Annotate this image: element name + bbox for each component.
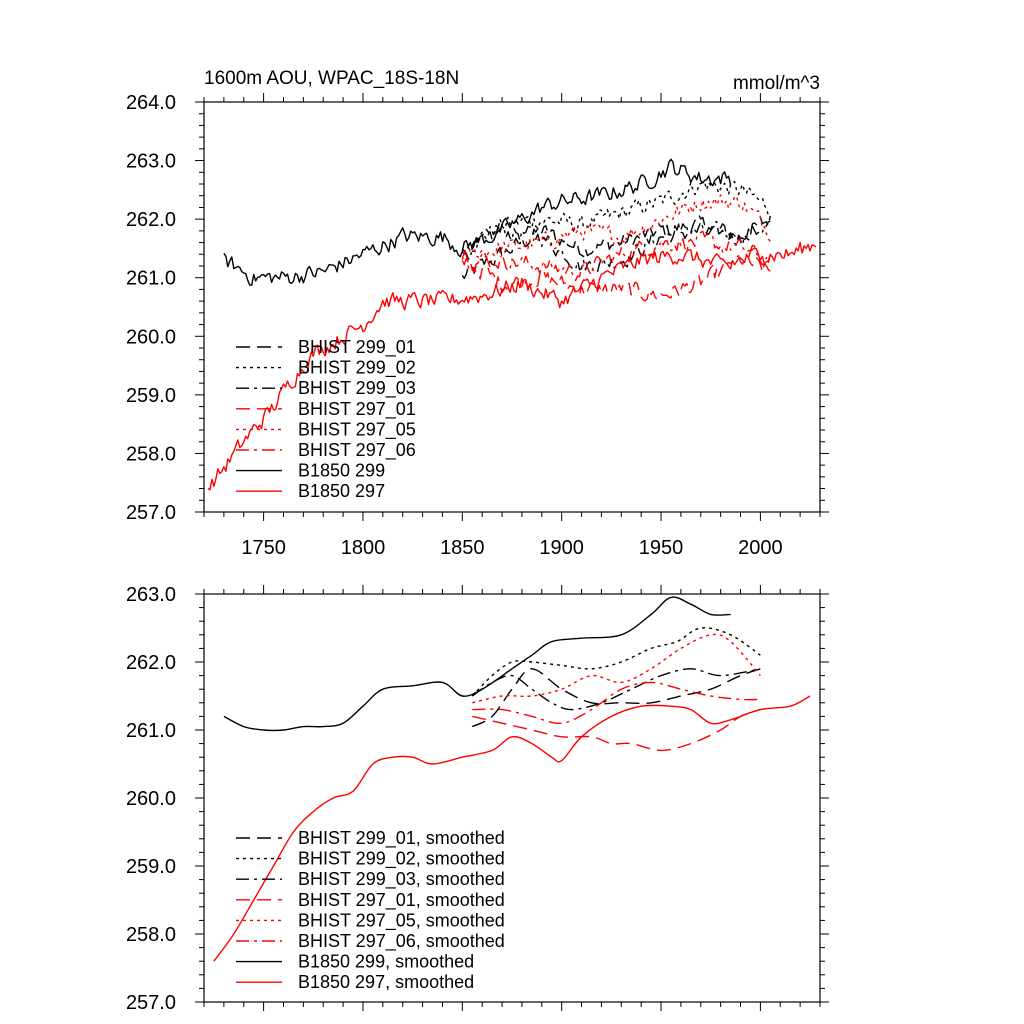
top-legend-label-bhist-299-01: BHIST 299_01	[298, 337, 416, 358]
top-y-tick-label: 258.0	[126, 443, 176, 465]
bottom-y-tick-label: 259.0	[126, 856, 176, 878]
top-chart: 1600m AOU, WPAC_18S-18N mmol/m^3 1750 180…	[126, 68, 829, 559]
bottom-y-tick-label: 257.0	[126, 992, 176, 1014]
bottom-y-tick-label: 262.0	[126, 652, 176, 674]
bottom-legend-label-bhist-299-02-smoothed: BHIST 299_02, smoothed	[298, 849, 505, 870]
top-legend-label-bhist-297-05: BHIST 297_05	[298, 419, 416, 440]
top-legend-label-bhist-299-02: BHIST 299_02	[298, 358, 416, 379]
bottom-y-tick-label: 258.0	[126, 924, 176, 946]
bottom-legend-label-bhist-299-01-smoothed: BHIST 299_01, smoothed	[298, 828, 505, 849]
top-series-bhist-299-03	[461, 220, 771, 274]
top-chart-plot-frame	[203, 101, 821, 513]
bottom-chart-series	[213, 596, 811, 962]
top-series-bhist-297-01	[461, 252, 771, 302]
top-y-tick-label: 257.0	[126, 502, 176, 524]
top-x-tick-label: 1850	[440, 537, 485, 559]
top-legend-label-b1850-297: B1850 297	[298, 481, 385, 501]
bottom-legend-label-bhist-299-03-smoothed: BHIST 299_03, smoothed	[298, 869, 505, 890]
bottom-legend-label-b1850-299-smoothed: B1850 299, smoothed	[298, 952, 474, 972]
bottom-series-bhist-299-01-smoothed	[471, 668, 761, 728]
top-chart-units: mmol/m^3	[733, 73, 820, 94]
top-chart-series	[207, 158, 817, 491]
bottom-legend-label-b1850-297-smoothed: B1850 297, smoothed	[298, 972, 474, 992]
top-y-tick-label: 262.0	[126, 209, 176, 231]
bottom-legend-label-bhist-297-01-smoothed: BHIST 297_01, smoothed	[298, 890, 505, 911]
bottom-series-b1850-297-smoothed	[213, 695, 811, 962]
bottom-series-bhist-297-05-smoothed	[472, 633, 761, 704]
bottom-series-bhist-299-02-smoothed	[471, 627, 761, 697]
top-chart-title: 1600m AOU, WPAC_18S-18N	[204, 68, 459, 89]
bottom-chart-axes: 257.0 258.0 259.0 260.0 261.0 262.0 263.0	[126, 584, 829, 1014]
bottom-series-bhist-297-01-smoothed	[472, 708, 761, 752]
top-y-tick-label: 263.0	[126, 151, 176, 173]
top-chart-axes: 1750 1800 1850 1900 1950 2000 257.0 258.0 259.0 2…	[126, 92, 829, 559]
top-y-tick-label: 260.0	[126, 326, 176, 348]
top-x-tick-label: 1950	[639, 537, 684, 559]
top-y-tick-label: 261.0	[126, 268, 176, 290]
bottom-legend-label-bhist-297-06-smoothed: BHIST 297_06, smoothed	[298, 931, 505, 952]
bottom-y-tick-label: 260.0	[126, 788, 176, 810]
bottom-legend-label-bhist-297-05-smoothed: BHIST 297_05, smoothed	[298, 910, 505, 931]
top-legend-label-bhist-297-01: BHIST 297_01	[298, 399, 416, 420]
bottom-series-bhist-297-06-smoothed	[472, 681, 761, 725]
top-x-tick-label: 2000	[738, 537, 783, 559]
top-x-tick-label: 1900	[539, 537, 584, 559]
bottom-y-tick-label: 261.0	[126, 720, 176, 742]
bottom-series-bhist-299-03-smoothed	[471, 668, 761, 711]
top-y-tick-label: 259.0	[126, 385, 176, 407]
bottom-series-b1850-299-smoothed	[223, 596, 731, 732]
top-legend-label-b1850-299: B1850 299	[298, 461, 385, 481]
bottom-y-tick-label: 263.0	[126, 584, 176, 606]
top-series-bhist-297-05	[461, 194, 771, 260]
top-series-b1850-299	[223, 158, 732, 286]
bottom-chart-plot-frame	[203, 593, 821, 1003]
top-x-tick-label: 1750	[241, 537, 286, 559]
top-x-tick-label: 1800	[341, 537, 386, 559]
top-series-b1850-297	[207, 241, 817, 491]
top-legend-label-bhist-299-03: BHIST 299_03	[298, 378, 416, 399]
top-y-tick-label: 264.0	[126, 92, 176, 114]
top-legend-label-bhist-297-06: BHIST 297_06	[298, 440, 416, 461]
top-series-bhist-297-06	[461, 230, 771, 282]
bottom-chart: 257.0 258.0 259.0 260.0 261.0 262.0 263.0 BHIS…	[126, 584, 829, 1014]
